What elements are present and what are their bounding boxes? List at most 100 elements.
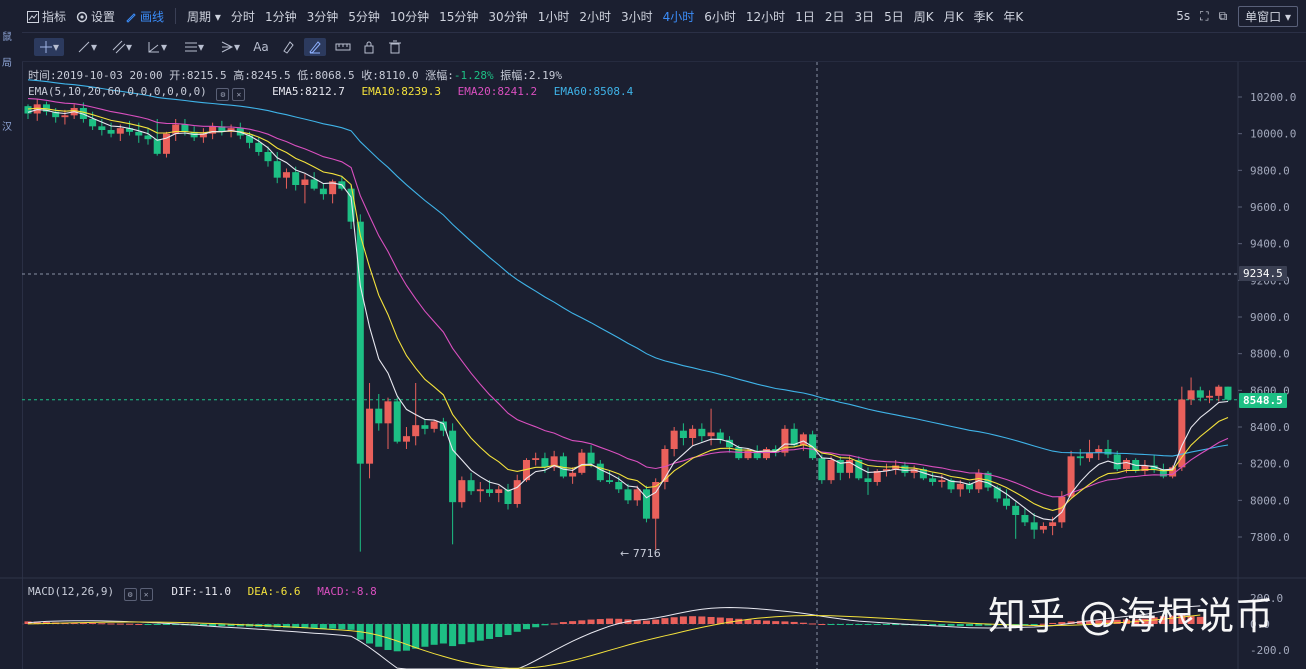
macd-bar-94 (892, 624, 900, 626)
price-axis-label-1: 10000.0 (1250, 128, 1296, 141)
macd-bar-108 (1021, 624, 1029, 625)
interval-3[interactable]: 5分钟 (348, 9, 380, 24)
close-icon[interactable]: ✕ (139, 588, 153, 601)
ruler-tool[interactable] (332, 38, 354, 56)
candle-body-33 (329, 181, 337, 195)
macd-bar-99 (938, 624, 946, 626)
interval-11[interactable]: 6小时 (704, 9, 736, 24)
candle-body-111 (1049, 522, 1057, 526)
macd-bar-123 (1159, 616, 1167, 624)
refresh-rate[interactable]: 5s (1176, 9, 1191, 23)
close-label: 收: (361, 69, 379, 82)
top-toolbar: 指标 设置 画线 周期 ▾ 分时 1分钟 3分钟 5分钟 10分钟 15分钟 30分钟 1小时… (22, 0, 1306, 33)
interval-8[interactable]: 2小时 (579, 9, 611, 24)
candle-body-17 (181, 124, 189, 132)
price-axis-label-11: 8000.0 (1250, 494, 1290, 507)
interval-9[interactable]: 3小时 (620, 9, 653, 24)
popout-icon[interactable]: ⧉ (1218, 8, 1228, 23)
macd-axis-label-0: 200.0 (1250, 592, 1283, 605)
candle-body-43 (421, 425, 429, 429)
indicators-button[interactable]: 指标 (22, 8, 71, 25)
macd-bar-92 (873, 624, 881, 625)
settings-icon[interactable]: ⚙ (216, 88, 230, 101)
interval-5[interactable]: 15分钟 (439, 9, 479, 24)
candle-body-113 (1067, 456, 1075, 497)
crosshair-tool[interactable]: ▾ (34, 38, 64, 56)
interval-18[interactable]: 月K (943, 9, 964, 24)
eraser-icon (283, 41, 294, 54)
magnet-pen-tool[interactable] (304, 38, 326, 56)
drawing-toolbar: ▾ ▾ ▾ ▾ ▾ ▾ Aa (22, 33, 1306, 62)
candle-body-114 (1076, 456, 1084, 459)
horizontal-lines-tool[interactable]: ▾ (180, 38, 208, 56)
interval-0[interactable]: 分时 (230, 9, 255, 24)
interval-7[interactable]: 1小时 (537, 9, 570, 24)
ema5-line (27, 109, 1229, 521)
draw-button[interactable]: 画线 (120, 8, 169, 25)
open-label: 开: (169, 69, 187, 82)
candle-body-35 (347, 188, 355, 222)
eraser-tool[interactable] (278, 38, 298, 56)
candle-body-106 (1002, 498, 1010, 506)
interval-4[interactable]: 10分钟 (389, 9, 430, 24)
interval-16[interactable]: 5日 (884, 9, 904, 24)
angle-tool[interactable]: ▾ (144, 38, 170, 56)
interval-12[interactable]: 12小时 (745, 9, 786, 24)
candle-body-116 (1095, 449, 1103, 453)
fullscreen-icon[interactable]: ⛶ (1200, 8, 1209, 23)
macd-bar-59 (569, 621, 577, 624)
candle-body-89 (846, 460, 854, 473)
delete-tool[interactable] (384, 38, 406, 56)
candle-body-49 (476, 489, 484, 492)
settings-icon[interactable]: ⚙ (123, 588, 137, 601)
price-axis-label-6: 9000.0 (1250, 311, 1290, 324)
interval-10[interactable]: 4小时 (662, 9, 695, 24)
price-axis-label-2: 9800.0 (1250, 164, 1290, 177)
macd-bar-114 (1076, 620, 1084, 624)
macd-bar-86 (818, 624, 826, 625)
pencil-icon (126, 12, 136, 23)
candle-body-109 (1030, 522, 1038, 530)
interval-20[interactable]: 年K (1003, 9, 1024, 24)
candle-body-76 (726, 439, 734, 448)
text-tool[interactable]: Aa (253, 40, 269, 54)
interval-14[interactable]: 2日 (824, 9, 845, 24)
macd-bar-84 (799, 622, 807, 624)
interval-6[interactable]: 30分钟 (488, 9, 528, 24)
settings-button[interactable]: 设置 (71, 8, 120, 25)
lock-tool[interactable] (358, 38, 380, 56)
trend-line-tool[interactable]: ▾ (74, 38, 100, 56)
candle-body-3 (52, 111, 60, 118)
candle-body-31 (310, 179, 318, 189)
candle-body-105 (993, 487, 1001, 499)
horizontal-lines-icon (184, 42, 197, 52)
macd-bar-51 (495, 624, 503, 637)
channel-tool[interactable]: ▾ (108, 38, 136, 56)
interval-1[interactable]: 1分钟 (264, 9, 297, 24)
watermark: 知乎 @海根说币 (988, 594, 1275, 638)
interval-15[interactable]: 3日 (854, 9, 875, 24)
candle-body-52 (504, 489, 512, 504)
macd-bar-12 (135, 624, 143, 625)
interval-2[interactable]: 3分钟 (306, 9, 339, 24)
pitchfork-tool[interactable]: ▾ (216, 38, 244, 56)
interval-13[interactable]: 1日 (795, 9, 815, 24)
interval-17[interactable]: 周K (913, 9, 934, 24)
left-strip-label-3: 汉 (2, 122, 12, 133)
candle-body-83 (790, 428, 798, 446)
time-label: 时间: (28, 69, 57, 82)
candle-body-92 (873, 471, 881, 482)
macd-bar-80 (762, 620, 770, 624)
macd-bar-76 (726, 618, 734, 624)
period-dropdown[interactable]: 周期 ▾ (182, 8, 226, 25)
macd-bar-47 (458, 624, 466, 645)
macd-bar-8 (98, 623, 106, 625)
candle-body-37 (366, 408, 374, 464)
window-mode-dropdown[interactable]: 单窗口 ▾ (1238, 5, 1298, 27)
macd-bar-104 (984, 624, 992, 626)
candle-body-6 (79, 108, 87, 119)
low-price-marker: ← 7716 (620, 547, 661, 560)
interval-19[interactable]: 季K (973, 9, 994, 24)
close-icon[interactable]: ✕ (232, 88, 246, 101)
